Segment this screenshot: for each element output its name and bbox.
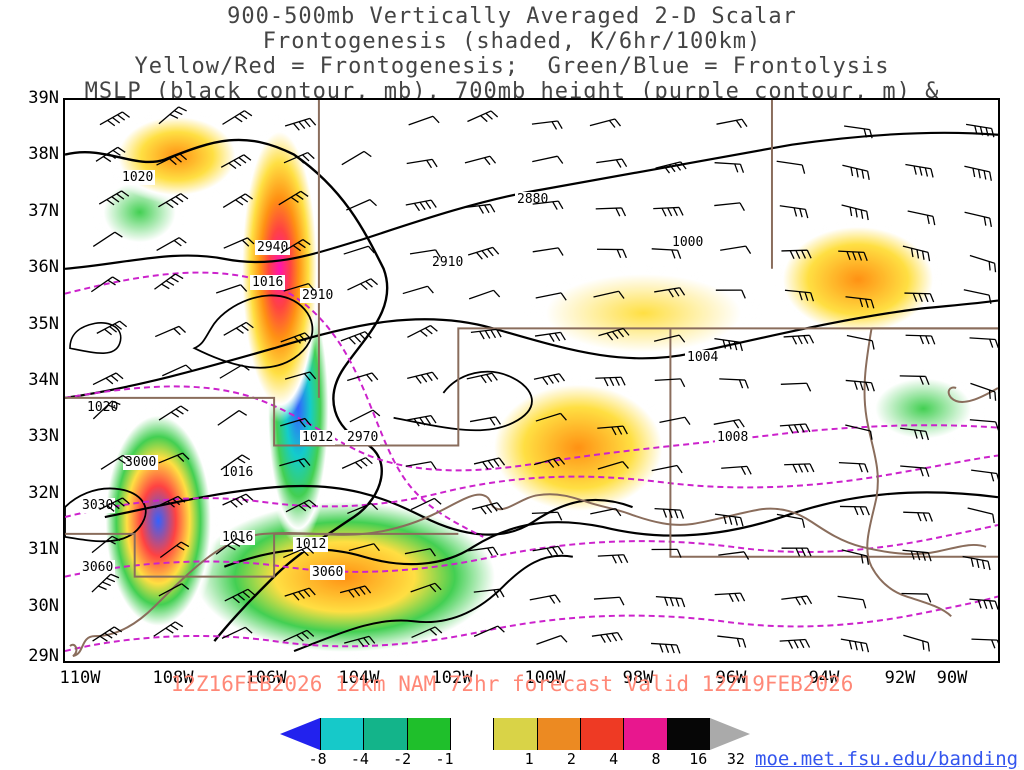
color-legend[interactable]: -8 -4 -2 -1 1 2 4 8 16 32	[280, 718, 750, 768]
fsu-banding-link[interactable]: moe.met.fsu.edu/banding	[755, 748, 1018, 770]
map-container: 1020 2940 1016 2910 1020 1012 2970 3000 …	[15, 98, 1000, 663]
legend-segment-neg4-neg2	[363, 718, 406, 750]
legend-segment-4-8	[580, 718, 623, 750]
legend-segment-8-16	[623, 718, 666, 750]
legend-arrow-high	[710, 718, 750, 750]
legend-segment-neg8-neg4	[320, 718, 363, 750]
map-frame[interactable]: 1020 2940 1016 2910 1020 1012 2970 3000 …	[63, 98, 1000, 663]
legend-segment-1-2	[493, 718, 536, 750]
valid-forecast-text: 12Z16FEB2026 12km NAM 72hr forecast Vali…	[0, 672, 1024, 696]
legend-segment-neg1-1	[450, 718, 493, 750]
legend-segment-2-4	[537, 718, 580, 750]
legend-segment-neg2-neg1	[407, 718, 450, 750]
legend-arrow-low	[280, 718, 320, 750]
legend-segment-16-32	[667, 718, 710, 750]
legend-tick-labels: -8 -4 -2 -1 1 2 4 8 16 32	[280, 750, 750, 768]
wind-barb-overlay	[65, 100, 998, 661]
